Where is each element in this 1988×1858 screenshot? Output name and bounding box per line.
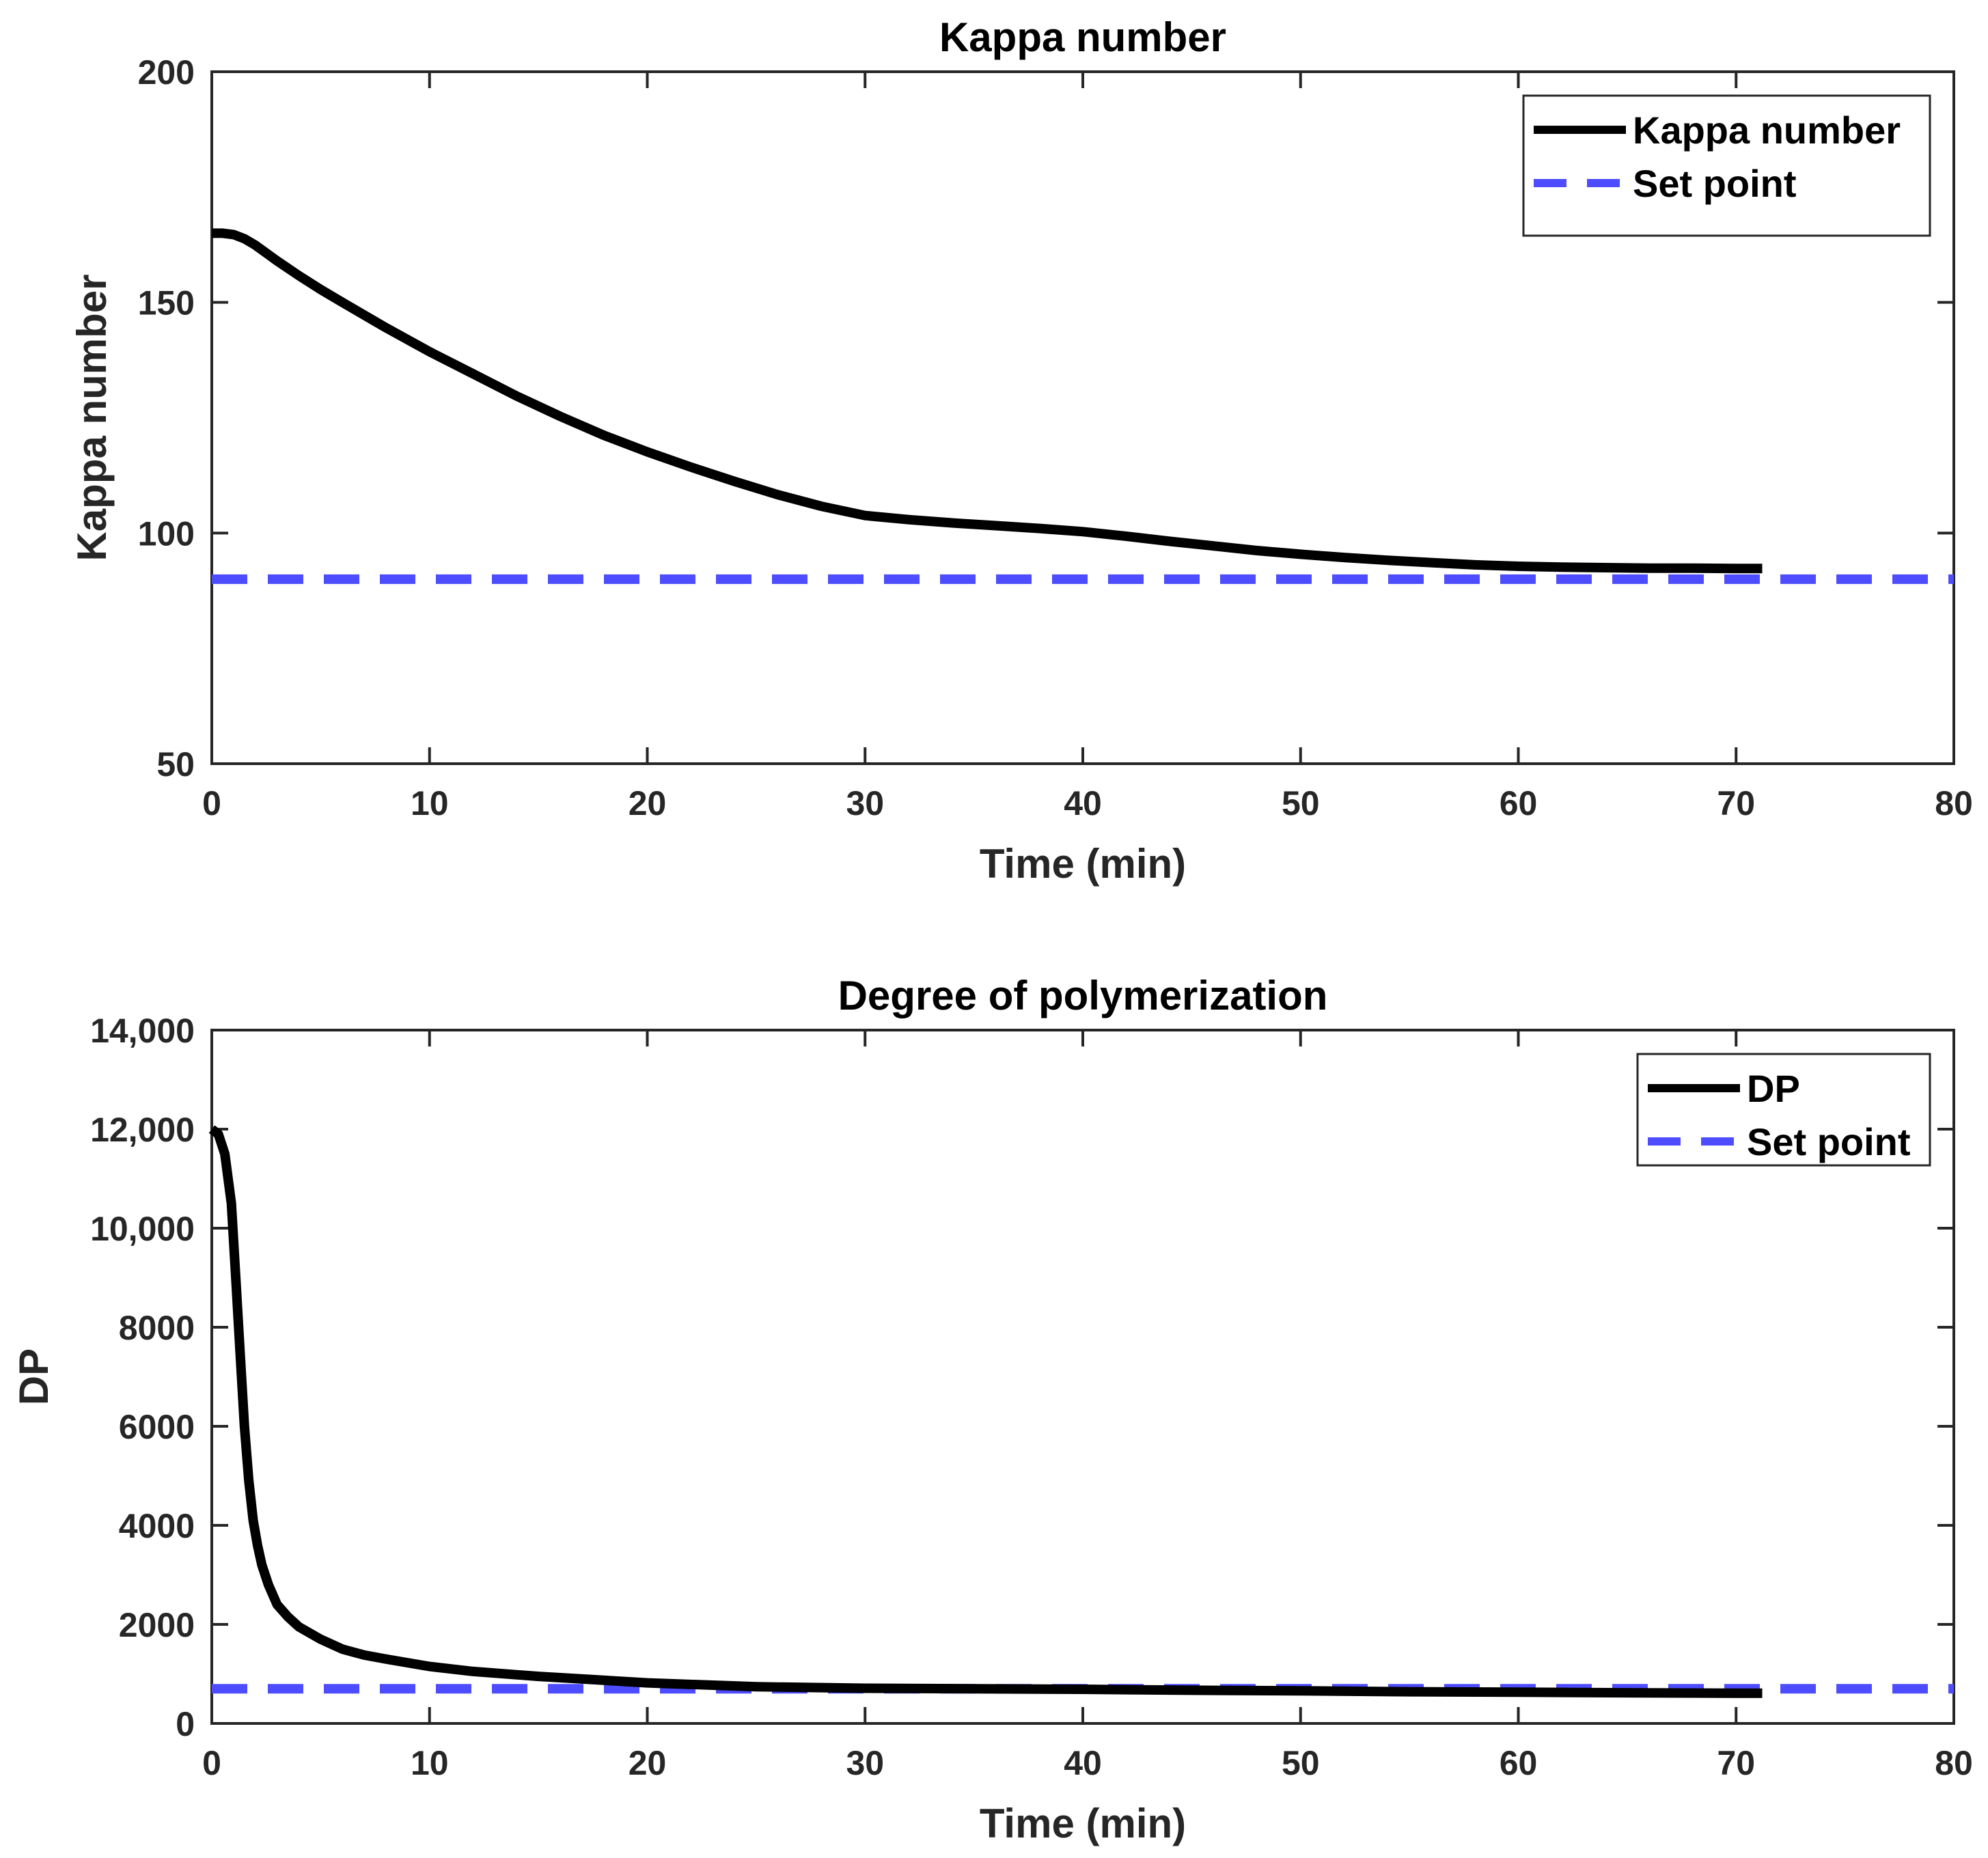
y-tick-label: 14,000 bbox=[90, 1012, 195, 1050]
y-tick-label: 200 bbox=[138, 53, 195, 92]
y-tick-label: 50 bbox=[156, 745, 195, 784]
x-tick-label: 50 bbox=[1282, 784, 1320, 822]
x-tick-label: 80 bbox=[1935, 1744, 1973, 1782]
x-tick-label: 70 bbox=[1717, 784, 1755, 822]
legend: DP Set point bbox=[1636, 1053, 1931, 1167]
legend-label: Set point bbox=[1633, 162, 1797, 205]
y-tick-label: 4000 bbox=[119, 1507, 195, 1545]
chart-2: 0 10 20 30 40 50 60 70 80 0 2000 4000 6000 8000 10,000… bbox=[11, 973, 1973, 1846]
y-tick-label: 150 bbox=[138, 284, 195, 322]
x-axis-label: Time (min) bbox=[980, 841, 1186, 887]
y-tick-label: 100 bbox=[138, 514, 195, 553]
legend: Kappa number Set point bbox=[1522, 94, 1931, 237]
x-tick-label: 50 bbox=[1282, 1744, 1320, 1782]
legend-label: DP bbox=[1747, 1067, 1800, 1110]
y-tick-label: 12,000 bbox=[90, 1111, 195, 1149]
legend-box bbox=[1636, 1053, 1931, 1167]
series-line bbox=[212, 228, 1763, 574]
x-tick-label: 40 bbox=[1064, 1744, 1102, 1782]
y-axis-label: Kappa number bbox=[69, 274, 115, 561]
y-tick-label: 10,000 bbox=[90, 1210, 195, 1248]
x-tick-label: 20 bbox=[629, 1744, 667, 1782]
x-tick-label: 80 bbox=[1935, 784, 1973, 822]
x-tick-label: 10 bbox=[411, 1744, 449, 1782]
x-tick-label: 40 bbox=[1064, 784, 1102, 822]
x-tick-label: 70 bbox=[1717, 1744, 1755, 1782]
legend-box bbox=[1522, 94, 1931, 237]
legend-label: Set point bbox=[1747, 1120, 1911, 1163]
y-tick-label: 2000 bbox=[119, 1606, 195, 1644]
x-tick-label: 0 bbox=[202, 1744, 221, 1782]
x-tick-label: 20 bbox=[629, 784, 667, 822]
x-tick-label: 30 bbox=[846, 1744, 884, 1782]
chart-1: 0 10 20 30 40 50 60 70 80 50 100 150 200 Kappa number… bbox=[69, 14, 1973, 887]
x-tick-label: 10 bbox=[411, 784, 449, 822]
x-tick-label: 30 bbox=[846, 784, 884, 822]
y-tick-label: 0 bbox=[176, 1705, 195, 1743]
chart-title: Degree of polymerization bbox=[838, 973, 1328, 1018]
x-axis-label: Time (min) bbox=[980, 1801, 1186, 1846]
x-tick-label: 60 bbox=[1500, 784, 1538, 822]
y-axis-label: DP bbox=[11, 1348, 57, 1405]
x-tick-label: 0 bbox=[202, 784, 221, 822]
y-tick-label: 8000 bbox=[119, 1309, 195, 1347]
x-tick-label: 60 bbox=[1500, 1744, 1538, 1782]
y-tick-label: 6000 bbox=[119, 1408, 195, 1446]
chart-title: Kappa number bbox=[939, 14, 1226, 60]
series-line bbox=[208, 1125, 1763, 1698]
legend-label: Kappa number bbox=[1633, 109, 1901, 152]
